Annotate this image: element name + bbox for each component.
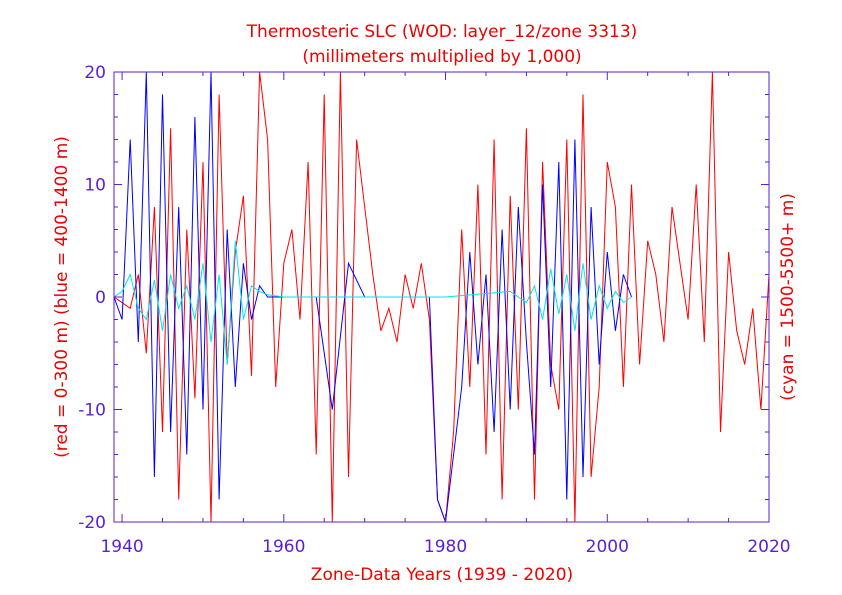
y-tick-label: -20 <box>78 513 106 533</box>
x-tick-label: 2000 <box>586 537 629 557</box>
y-axis-label-right: (cyan = 1500-5500+ m) <box>778 193 798 401</box>
tick-layer: 1940 1960 1980 2000 2020 -20 -10 0 10 20 <box>78 63 790 557</box>
x-axis-label: Zone-Data Years (1939 - 2020) <box>311 565 573 585</box>
chart-title: Thermosteric SLC (WOD: layer_12/zone 331… <box>246 22 638 42</box>
y-tick-label: 20 <box>84 63 106 83</box>
x-tick-label: 1940 <box>100 537 143 557</box>
x-tick-label: 1980 <box>424 537 467 557</box>
x-tick-label: 1960 <box>262 537 305 557</box>
chart-subtitle: (millimeters multiplied by 1,000) <box>302 47 581 67</box>
series-line-cyan <box>114 240 632 365</box>
y-axis-label-left: (red = 0-300 m) (blue = 400-1400 m) <box>52 136 72 458</box>
y-tick-label: 0 <box>95 288 106 308</box>
plot-frame <box>113 71 770 523</box>
y-tick-label: 10 <box>84 176 106 196</box>
y-tick-label: -10 <box>78 401 106 421</box>
x-tick-label: 2020 <box>747 537 790 557</box>
series-layer <box>114 72 769 522</box>
